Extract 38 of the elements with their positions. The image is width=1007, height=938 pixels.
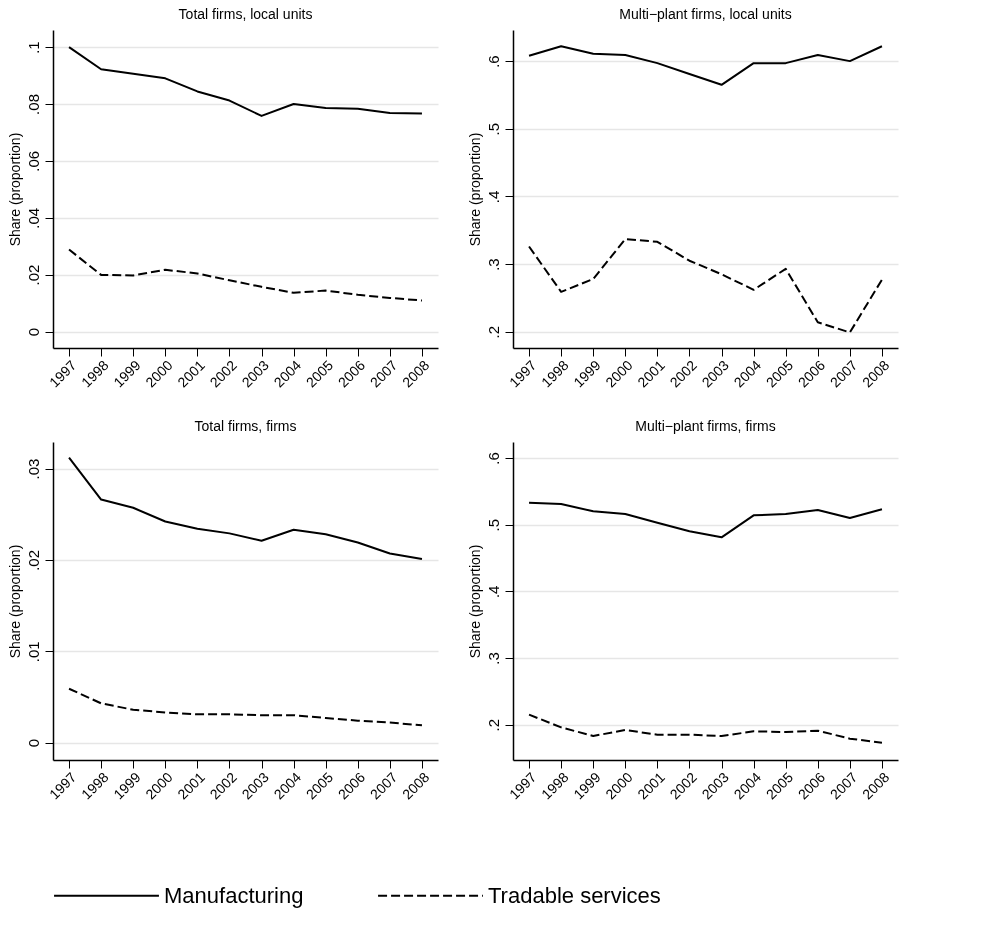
legend-label: Manufacturing <box>164 882 304 908</box>
y-tick-label: .1 <box>24 41 42 54</box>
y-tick-label: .08 <box>24 94 42 115</box>
y-tick-label: .03 <box>24 458 42 480</box>
y-axis-title: Share (proportion) <box>6 544 23 659</box>
line-series <box>68 456 423 560</box>
y-tick-label: .4 <box>484 190 502 204</box>
y-tick-label: 0 <box>24 327 42 337</box>
legend-label: Tradable services <box>488 882 661 908</box>
y-tick-label: .4 <box>484 585 502 599</box>
y-tick-label: .01 <box>24 641 42 663</box>
line-series <box>528 238 883 334</box>
y-tick-label: .5 <box>484 123 502 136</box>
chart-title: Total firms, local units <box>178 6 313 22</box>
y-tick-label: .3 <box>484 258 502 271</box>
y-tick-label: .02 <box>24 549 42 571</box>
y-tick-label: .3 <box>484 652 502 665</box>
y-axis-title: Share (proportion) <box>466 544 483 659</box>
line-series <box>68 687 423 727</box>
line-series <box>68 248 423 302</box>
chart-title: Multi−plant firms, local units <box>619 6 792 22</box>
line-series <box>68 46 423 117</box>
y-tick-label: .02 <box>24 264 42 286</box>
line-series <box>528 501 883 539</box>
y-tick-label: .5 <box>484 518 502 532</box>
line-series <box>528 45 883 86</box>
line-series <box>528 713 883 744</box>
y-tick-label: 0 <box>24 738 42 748</box>
chart-title: Total firms, firms <box>194 418 297 434</box>
y-tick-label: .6 <box>484 55 502 68</box>
y-tick-label: .6 <box>484 452 502 465</box>
y-axis-title: Share (proportion) <box>6 132 23 247</box>
y-axis-title: Share (proportion) <box>466 132 483 247</box>
y-tick-label: .2 <box>484 326 502 339</box>
y-tick-label: .06 <box>24 150 42 172</box>
chart-title: Multi−plant firms, firms <box>635 418 776 434</box>
y-tick-label: .04 <box>24 207 42 229</box>
y-tick-label: .2 <box>484 718 502 732</box>
